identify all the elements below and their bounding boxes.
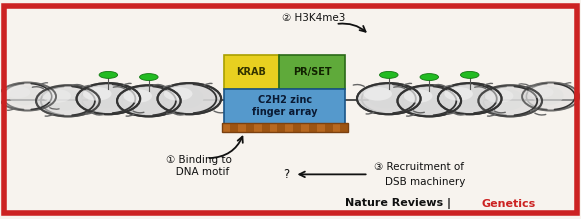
Ellipse shape [47,89,82,111]
Ellipse shape [439,84,501,114]
Bar [224,89,346,124]
Circle shape [461,71,479,78]
Bar [223,123,349,132]
Circle shape [420,74,439,81]
Text: ?: ? [284,168,289,181]
Ellipse shape [479,86,541,116]
Text: ③ Recruitment of: ③ Recruitment of [374,162,464,172]
Ellipse shape [523,83,579,110]
Bar [224,55,279,89]
Ellipse shape [128,89,163,111]
Text: ② H3K4me3: ② H3K4me3 [282,13,345,23]
Ellipse shape [9,86,40,105]
Ellipse shape [168,87,203,108]
Ellipse shape [83,87,112,101]
Ellipse shape [404,89,432,103]
Circle shape [139,74,158,81]
Bar [340,123,349,132]
Text: Nature Reviews |: Nature Reviews | [346,198,456,209]
Text: PR/SET: PR/SET [293,67,332,77]
Ellipse shape [358,84,420,114]
Text: C2H2 zinc
finger array: C2H2 zinc finger array [252,95,317,117]
Ellipse shape [5,86,30,98]
Ellipse shape [164,87,192,101]
Bar [261,123,270,132]
Text: KRAB: KRAB [236,67,267,77]
Circle shape [379,71,398,78]
Text: ① Binding to
   DNA motif: ① Binding to DNA motif [166,155,232,177]
Ellipse shape [368,87,403,108]
Ellipse shape [490,89,525,111]
Ellipse shape [42,89,71,103]
Bar [230,123,238,132]
Ellipse shape [88,87,123,108]
Ellipse shape [444,87,473,101]
Bar [246,123,254,132]
Bar [309,123,317,132]
Bar [277,123,285,132]
Ellipse shape [485,89,514,103]
Ellipse shape [0,83,55,110]
Ellipse shape [528,86,554,98]
Ellipse shape [37,86,99,116]
Bar [325,123,332,132]
Ellipse shape [118,86,180,116]
Bar [293,123,301,132]
Ellipse shape [123,89,152,103]
Ellipse shape [363,87,392,101]
Ellipse shape [408,89,443,111]
Circle shape [99,71,117,78]
Text: Genetics: Genetics [481,199,536,208]
Ellipse shape [77,84,139,114]
Ellipse shape [158,84,220,114]
Text: DSB machinery: DSB machinery [385,177,465,187]
Ellipse shape [398,86,460,116]
Ellipse shape [532,86,564,105]
Bar [279,55,346,89]
Ellipse shape [449,87,484,108]
